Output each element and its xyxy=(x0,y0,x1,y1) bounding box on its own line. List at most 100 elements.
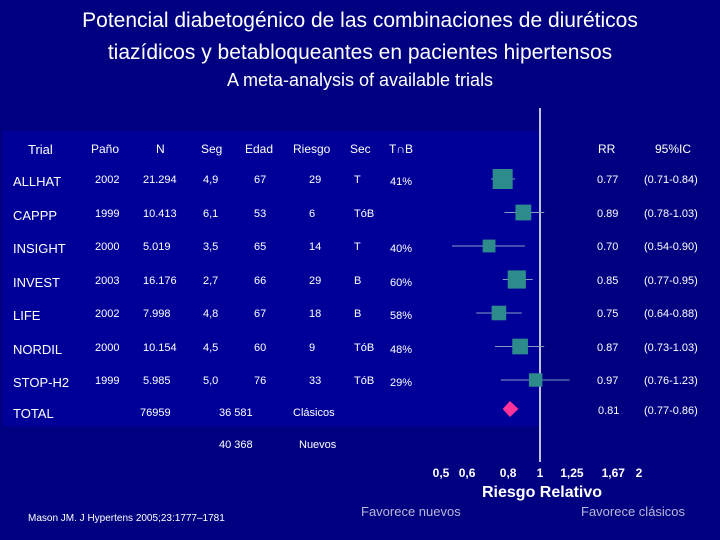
favors-left-label: Favorece nuevos xyxy=(361,504,461,519)
row-sec: B xyxy=(354,308,362,320)
row-sec: T xyxy=(354,174,361,186)
header-seg: Seg xyxy=(201,142,223,156)
header-n: N xyxy=(156,142,165,156)
rr-marker xyxy=(482,239,496,253)
row-riesgo: 6 xyxy=(309,207,316,220)
x-axis-title: Riesgo Relativo xyxy=(482,484,603,501)
row-riesgo: 18 xyxy=(309,308,322,320)
total-label: TOTAL xyxy=(13,406,54,421)
header-riesgo: Riesgo xyxy=(293,142,331,156)
header-year: Paño xyxy=(91,142,120,156)
row-riesgo: 14 xyxy=(309,241,322,253)
total-rr: 0.81 xyxy=(598,405,620,417)
row-trial-name: CAPPP xyxy=(13,207,58,223)
row-ic: (0.54-0.90) xyxy=(644,241,698,253)
row-n: 5.019 xyxy=(143,241,171,253)
row-edad: 67 xyxy=(254,174,267,186)
row-tb: 40% xyxy=(390,243,413,255)
row-edad: 76 xyxy=(254,375,267,387)
row-trial-name: INVEST xyxy=(13,274,60,290)
row-riesgo: 29 xyxy=(309,274,322,287)
row-year: 1999 xyxy=(95,207,120,220)
row-edad: 66 xyxy=(254,274,267,287)
row-n: 10.413 xyxy=(143,207,177,220)
total-n-clasicos: 36 581 xyxy=(219,407,253,419)
row-rr: 0.87 xyxy=(597,341,619,354)
x-tick-label: 1 xyxy=(537,466,544,480)
header-ic: 95%IC xyxy=(655,142,692,156)
x-tick-label: 1,67 xyxy=(602,466,626,480)
row-rr: 0.97 xyxy=(597,375,619,387)
row-riesgo: 33 xyxy=(309,375,322,387)
row-rr: 0.70 xyxy=(597,241,619,253)
row-ic: (0.73-1.03) xyxy=(644,341,698,354)
total-nuevos-label: Nuevos xyxy=(299,439,337,451)
row-n: 7.998 xyxy=(143,308,171,320)
row-n: 10.154 xyxy=(143,341,177,354)
rr-marker xyxy=(512,338,528,355)
row-n: 5.985 xyxy=(143,375,171,387)
row-trial-name: ALLHAT xyxy=(13,174,62,189)
row-edad: 67 xyxy=(254,308,267,320)
pooled-diamond xyxy=(502,401,519,417)
row-ic: (0.76-1.23) xyxy=(644,375,698,387)
row-year: 1999 xyxy=(95,375,120,387)
row-tb: 60% xyxy=(390,276,413,289)
row-year: 2000 xyxy=(95,241,120,253)
row-tb: 48% xyxy=(390,343,413,356)
row-tb: 29% xyxy=(390,377,413,389)
title-line-1: Potencial diabetogénico de las combinaci… xyxy=(82,9,638,32)
row-tb: 58% xyxy=(390,310,413,322)
row-trial-name: STOP-H2 xyxy=(13,375,70,390)
row-edad: 60 xyxy=(254,341,267,354)
row-seg: 4,8 xyxy=(203,308,219,320)
row-year: 2002 xyxy=(95,308,120,320)
row-seg: 4,5 xyxy=(203,341,219,354)
row-ic: (0.64-0.88) xyxy=(644,308,698,320)
x-tick-label: 2 xyxy=(636,466,643,480)
row-ic: (0.78-1.03) xyxy=(644,207,698,220)
row-riesgo: 9 xyxy=(309,341,316,354)
row-year: 2000 xyxy=(95,341,120,354)
rr-marker xyxy=(507,270,526,289)
row-n: 16.176 xyxy=(143,274,177,287)
total-clasicos-label: Clásicos xyxy=(293,407,335,419)
header-sec: Sec xyxy=(350,142,371,156)
rr-marker xyxy=(492,169,513,189)
row-trial-name: LIFE xyxy=(13,308,41,323)
row-riesgo: 29 xyxy=(309,174,322,186)
row-seg: 2,7 xyxy=(203,274,219,287)
x-tick-label: 0,8 xyxy=(500,466,517,480)
table-panel xyxy=(3,131,539,426)
rr-marker xyxy=(515,204,532,221)
favors-right-label: Favorece clásicos xyxy=(581,504,686,519)
row-sec: TóB xyxy=(354,341,375,354)
header-edad: Edad xyxy=(245,142,274,156)
row-sec: TóB xyxy=(354,375,375,387)
header-trial: Trial xyxy=(28,142,53,157)
row-edad: 53 xyxy=(254,207,267,220)
row-seg: 6,1 xyxy=(203,207,219,220)
row-seg: 5,0 xyxy=(203,375,219,387)
row-rr: 0.85 xyxy=(597,274,619,287)
row-seg: 3,5 xyxy=(203,241,219,253)
row-sec: TóB xyxy=(354,207,375,220)
row-edad: 65 xyxy=(254,241,267,253)
row-rr: 0.77 xyxy=(597,174,619,186)
row-trial-name: INSIGHT xyxy=(13,241,66,256)
row-n: 21.294 xyxy=(143,174,177,186)
row-year: 2003 xyxy=(95,274,120,287)
row-ic: (0.77-0.95) xyxy=(644,274,698,287)
total-n-nuevos: 40 368 xyxy=(219,439,253,451)
rr-marker xyxy=(491,305,507,321)
x-tick-label: 0,6 xyxy=(459,466,476,480)
header-tb: T∩B xyxy=(389,142,413,156)
row-ic: (0.71-0.84) xyxy=(644,174,698,186)
row-year: 2002 xyxy=(95,174,120,186)
row-seg: 4,9 xyxy=(203,174,219,186)
subtitle: A meta-analysis of available trials xyxy=(226,70,494,90)
row-tb: 41% xyxy=(390,176,413,188)
row-rr: 0.75 xyxy=(597,308,619,320)
citation: Mason JM. J Hypertens 2005;23:1777–1781 xyxy=(28,513,225,524)
